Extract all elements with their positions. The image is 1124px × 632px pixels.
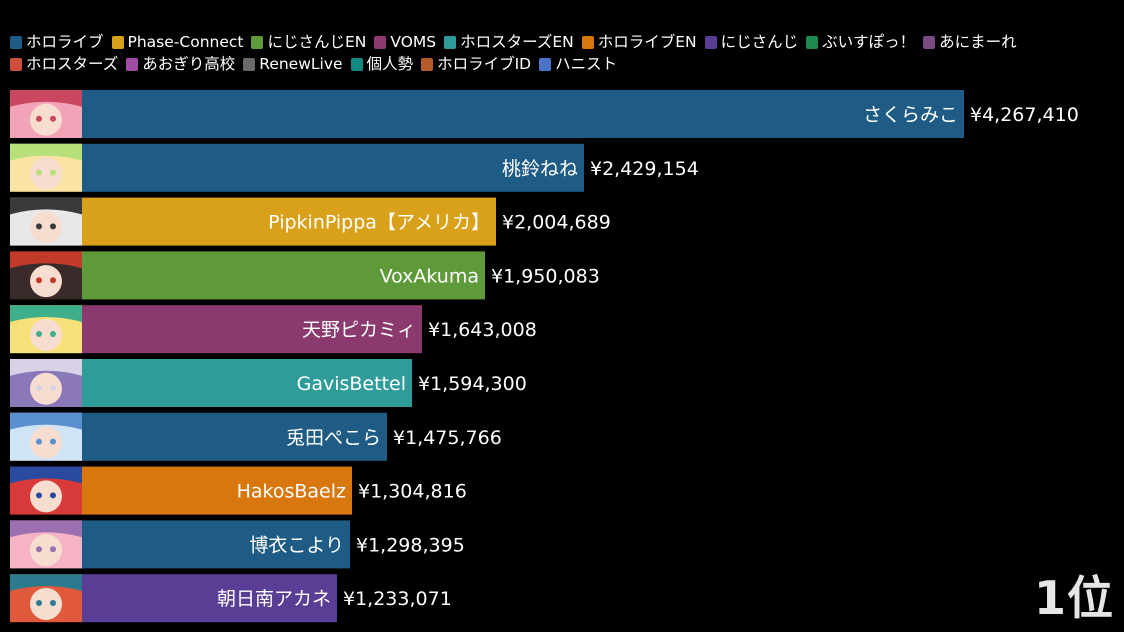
legend-label: 個人勢	[366, 55, 414, 73]
bar	[82, 197, 496, 246]
bar-group: HakosBaelz ¥1,304,816	[10, 466, 467, 515]
bar-value-label: ¥1,304,816	[358, 481, 467, 503]
bar-value-label: ¥2,429,154	[590, 158, 699, 180]
bar	[82, 466, 352, 515]
bar-name-label: GavisBettel	[297, 373, 406, 395]
bar-group: PipkinPippa【アメリカ】 ¥2,004,689	[10, 197, 611, 246]
legend-item: ハニスト	[539, 55, 617, 74]
legend-label: にじさんじEN	[267, 33, 367, 51]
bar	[82, 359, 412, 407]
bar-value-label: ¥1,643,008	[428, 319, 537, 341]
avatar	[10, 574, 82, 623]
legend-swatch	[251, 36, 264, 49]
legend-label: VOMS	[390, 33, 437, 51]
legend-item: ホロライブEN	[581, 33, 697, 52]
legend-swatch	[444, 36, 457, 49]
bar	[82, 143, 584, 192]
bar-name-label: PipkinPippa【アメリカ】	[268, 212, 490, 234]
legend-label: Phase-Connect	[127, 33, 244, 51]
legend-item: RenewLive	[243, 55, 343, 74]
legend-label: ホロスターズEN	[460, 33, 574, 51]
legend-label: ハニスト	[555, 55, 618, 73]
bar-group: さくらみこ ¥4,267,410	[10, 90, 1079, 138]
legend-item: Phase-Connect	[111, 33, 244, 52]
legend-label: ぶいすぽっ！	[822, 33, 916, 51]
chart-legend: ホロライブ Phase-Connect にじさんじEN VOMS ホロスターズEN ホロラ…	[10, 33, 1120, 74]
bar-group: GavisBettel ¥1,594,300	[10, 359, 527, 407]
legend-item: にじさんじEN	[251, 33, 366, 52]
rank-label: 1位	[1033, 571, 1114, 625]
legend-item: ぶいすぽっ！	[806, 33, 915, 52]
legend-swatch	[374, 36, 387, 49]
legend-label: ホロライブ	[26, 33, 104, 51]
legend-swatch	[923, 36, 936, 49]
avatar	[10, 197, 82, 246]
bar-group: 朝日南アカネ ¥1,233,071	[10, 574, 452, 623]
bar-value-label: ¥1,233,071	[343, 588, 452, 610]
legend-item: ホロライブID	[421, 55, 531, 74]
bar-name-label: 桃鈴ねね	[502, 158, 578, 180]
bar-value-label: ¥1,594,300	[418, 373, 527, 395]
bar-value-label: ¥1,475,766	[393, 427, 502, 449]
bar	[82, 90, 964, 138]
legend-swatch	[704, 36, 717, 49]
legend-swatch	[421, 58, 434, 71]
legend-swatch	[806, 36, 819, 49]
bar-value-label: ¥1,298,395	[356, 534, 465, 556]
legend-label: あおぎり高校	[142, 55, 236, 73]
legend-item: ホロライブ	[10, 33, 104, 52]
legend-swatch	[350, 58, 363, 71]
bar-group: 天野ピカミィ ¥1,643,008	[10, 305, 537, 354]
avatar	[10, 359, 82, 407]
bar-name-label: VoxAkuma	[380, 265, 479, 287]
bar-name-label: さくらみこ	[863, 104, 958, 126]
legend-label: あにまーれ	[939, 33, 1017, 51]
legend-label: にじさんじ	[720, 33, 799, 51]
bar-value-label: ¥1,950,083	[491, 265, 600, 287]
bar-group: VoxAkuma ¥1,950,083	[10, 251, 600, 300]
legend-item: にじさんじ	[704, 33, 799, 52]
avatar	[10, 412, 82, 461]
legend-swatch	[10, 36, 22, 49]
bar-name-label: 博衣こより	[249, 534, 344, 556]
legend-item: あにまーれ	[923, 33, 1017, 52]
avatar	[10, 466, 82, 515]
bar-name-label: HakosBaelz	[237, 481, 346, 503]
legend-item: ホロスターズEN	[444, 33, 574, 52]
legend-swatch	[111, 36, 124, 49]
legend-swatch	[539, 58, 552, 71]
bar	[82, 251, 485, 300]
avatar	[10, 520, 82, 569]
bar	[82, 520, 350, 569]
legend-swatch	[243, 58, 256, 71]
avatar	[10, 251, 82, 300]
bar-name-label: 天野ピカミィ	[302, 319, 416, 341]
legend-item: あおぎり高校	[126, 55, 235, 74]
legend-label: ホロスターズ	[26, 55, 119, 73]
legend-item: VOMS	[374, 33, 436, 52]
bar	[82, 412, 387, 461]
bar-value-label: ¥4,267,410	[970, 104, 1079, 126]
avatar	[10, 90, 82, 138]
bar	[82, 305, 422, 354]
bar-group: 兎田ぺこら ¥1,475,766	[10, 412, 502, 461]
bar-value-label: ¥2,004,689	[502, 212, 611, 234]
bar-name-label: 朝日南アカネ	[217, 588, 331, 610]
legend-item: ホロスターズ	[10, 55, 118, 74]
legend-swatch	[126, 58, 139, 71]
legend-label: ホロライブID	[437, 55, 532, 73]
legend-swatch	[581, 36, 594, 49]
bar-name-label: 兎田ぺこら	[286, 427, 381, 449]
bar-group: 博衣こより ¥1,298,395	[10, 520, 465, 569]
legend-swatch	[10, 58, 22, 71]
avatar	[10, 305, 82, 354]
legend-label: RenewLive	[259, 55, 343, 73]
legend-item: 個人勢	[350, 55, 414, 74]
avatar	[10, 143, 82, 192]
bar-group: 桃鈴ねね ¥2,429,154	[10, 143, 699, 192]
legend-label: ホロライブEN	[597, 33, 697, 51]
bar	[82, 574, 337, 623]
